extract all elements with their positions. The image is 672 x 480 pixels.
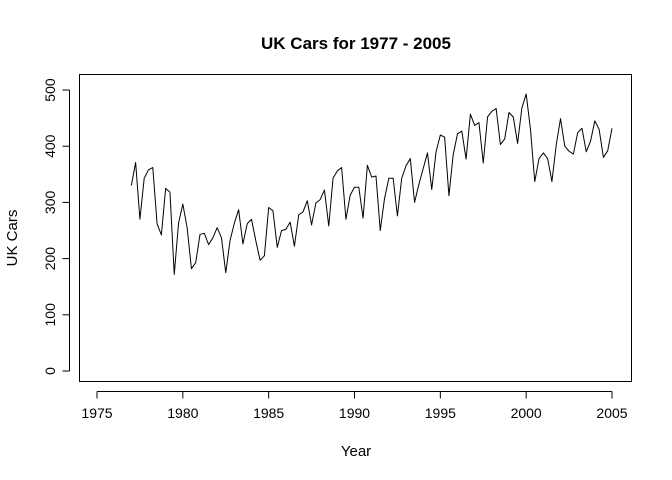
x-tick-label: 1985 — [253, 405, 284, 421]
y-tick-label: 400 — [42, 134, 58, 158]
y-tick-label: 100 — [42, 303, 58, 327]
y-axis: 0 100 200 300 400 500 — [42, 78, 70, 375]
plot-area — [79, 74, 632, 382]
x-tick-label: 1980 — [167, 405, 198, 421]
y-tick-label: 200 — [42, 247, 58, 271]
y-axis-label: UK Cars — [4, 210, 21, 267]
x-axis-label: Year — [341, 443, 371, 460]
chart-title: UK Cars for 1977 - 2005 — [261, 34, 451, 53]
y-tick-label: 500 — [42, 78, 58, 102]
x-tick-label: 2000 — [511, 405, 542, 421]
y-tick-label: 300 — [42, 191, 58, 215]
x-tick-label: 1995 — [425, 405, 456, 421]
series-line — [130, 93, 613, 275]
x-tick-label: 1990 — [339, 405, 370, 421]
y-tick-label: 0 — [42, 367, 58, 375]
x-axis: 1975 1980 1985 1990 1995 2000 2005 — [81, 391, 628, 421]
x-tick-label: 1975 — [81, 405, 112, 421]
x-tick-label: 2005 — [596, 405, 627, 421]
series-layer — [130, 93, 613, 275]
